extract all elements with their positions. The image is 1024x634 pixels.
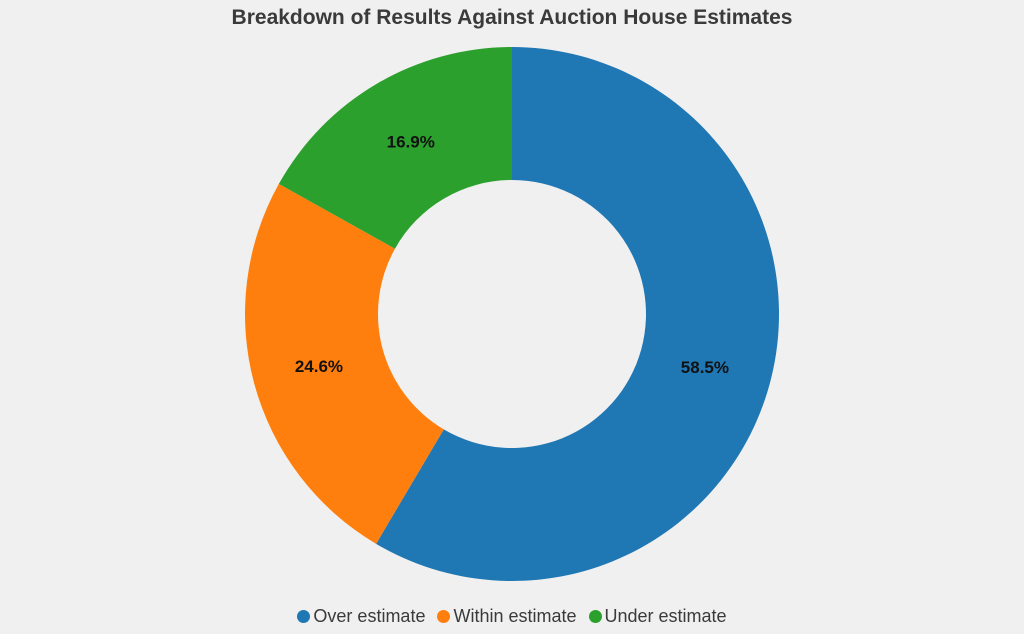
slice-within-estimate — [244, 183, 444, 544]
legend-item[interactable]: Under estimate — [588, 606, 727, 627]
legend-marker — [297, 610, 311, 623]
legend-label: Under estimate — [604, 606, 727, 626]
chart-title: Breakdown of Results Against Auction Hou… — [231, 6, 793, 29]
legend-label: Over estimate — [313, 606, 426, 626]
data-label: 16.9% — [387, 133, 435, 152]
data-label: 58.5% — [681, 358, 729, 377]
legend-item[interactable]: Over estimate — [297, 606, 425, 627]
legend-label: Within estimate — [453, 606, 577, 626]
legend-marker — [588, 610, 602, 623]
legend: Over estimate Within estimate Under estima… — [0, 606, 1024, 627]
slice-over-estimate — [376, 47, 779, 581]
legend-item[interactable]: Within estimate — [437, 606, 577, 627]
slice-under-estimate — [278, 47, 512, 249]
data-label: 24.6% — [295, 357, 343, 376]
donut-chart: 58.5% 24.6% 16.9% — [244, 47, 779, 581]
legend-marker — [437, 610, 451, 623]
